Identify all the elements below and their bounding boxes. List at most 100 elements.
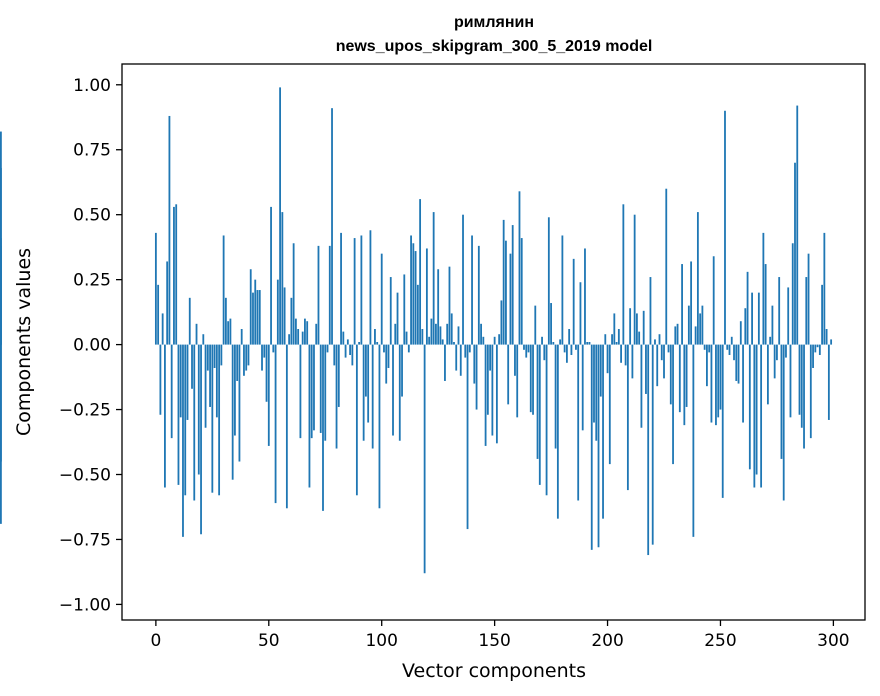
bar-252: [724, 110, 726, 345]
bar-295: [821, 284, 823, 345]
bar-66: [304, 318, 306, 345]
bar-285: [798, 344, 801, 415]
bar-230: [674, 326, 677, 345]
bar-39: [243, 344, 245, 376]
bar-129: [446, 323, 449, 345]
bar-64: [299, 344, 302, 439]
bar-121: [428, 336, 431, 345]
bar-249: [717, 344, 720, 418]
bar-95: [369, 230, 372, 345]
bar-159: [514, 344, 516, 376]
bar-5: [166, 261, 169, 345]
bar-115: [414, 251, 417, 345]
bar-205: [617, 329, 620, 345]
bar-162: [520, 238, 523, 345]
bar-152: [498, 334, 501, 345]
bar-179: [559, 339, 562, 345]
bar-155: [505, 240, 507, 345]
bar-201: [608, 344, 611, 465]
y-tick-label: −0.50: [59, 466, 111, 486]
bar-32: [227, 321, 230, 345]
bar-82: [340, 232, 342, 345]
bar-85: [346, 339, 349, 345]
bar-54: [276, 279, 279, 345]
bar-106: [394, 323, 397, 345]
bar-244: [706, 344, 708, 387]
bar-282: [791, 243, 794, 345]
bar-24: [209, 344, 211, 407]
bar-203: [613, 313, 616, 345]
bars-group: [0, 87, 833, 574]
bar-112: [407, 344, 410, 353]
bar-131: [450, 313, 453, 345]
bar-42: [249, 269, 252, 345]
bar-266: [755, 344, 758, 475]
bar-96: [371, 344, 374, 449]
bar-78: [331, 108, 333, 345]
bar-161: [518, 191, 521, 345]
bar-125: [437, 269, 440, 345]
chart-title: римлянин: [454, 14, 534, 31]
bar-128: [444, 344, 446, 381]
bar-172: [543, 344, 546, 361]
bar-20: [200, 344, 202, 535]
bar-31: [224, 297, 227, 345]
bar-183: [568, 329, 571, 345]
bar-4: [164, 344, 166, 488]
bar-298: [827, 344, 830, 420]
bar-177: [554, 344, 557, 449]
y-tick-label: 0.00: [73, 336, 111, 356]
bar-111: [405, 331, 408, 345]
bar-45: [256, 290, 259, 345]
y-tick-label: 0.75: [73, 141, 111, 161]
bar-65: [301, 331, 304, 345]
bar-81: [337, 344, 340, 407]
bar-237: [690, 261, 693, 345]
bar-62: [294, 318, 297, 345]
bar-113: [410, 235, 412, 345]
bar-226: [665, 188, 668, 345]
bar-18: [195, 323, 198, 345]
bar-158: [511, 225, 514, 345]
bar-174: [547, 217, 550, 345]
bar-133: [455, 344, 458, 371]
bar-264: [751, 292, 753, 345]
bar-33: [229, 318, 232, 345]
bar-180: [561, 235, 564, 345]
bar-63: [297, 329, 300, 345]
bar-281: [789, 344, 792, 418]
bar-120: [425, 248, 428, 345]
bar-119: [423, 344, 426, 574]
bar-253: [726, 344, 729, 350]
bar-104: [389, 277, 392, 345]
bar-143: [477, 245, 480, 345]
bar-165: [527, 344, 530, 353]
bar-79: [333, 344, 336, 366]
bar-247: [712, 256, 715, 345]
bar-192: [588, 342, 591, 345]
bar-236: [687, 305, 690, 345]
bar-220: [651, 344, 654, 545]
bar-157: [509, 253, 512, 345]
bar-176: [552, 342, 555, 345]
y-tick-label: 0.25: [73, 271, 111, 291]
bar-142: [475, 344, 478, 410]
bar-undefined: [0, 167, 2, 345]
bar-53: [274, 344, 277, 504]
bar-251: [721, 344, 724, 498]
bar-209: [626, 344, 629, 491]
bar-156: [507, 344, 510, 405]
x-axis-label: Vector components: [402, 660, 586, 682]
bar-98: [376, 342, 379, 345]
bar-191: [586, 342, 589, 345]
bar-90: [358, 342, 361, 345]
bar-214: [638, 331, 641, 345]
bar-196: [597, 344, 600, 548]
bar-87: [351, 344, 354, 366]
bar-67: [306, 321, 309, 345]
bar-219: [649, 277, 652, 345]
bar-123: [432, 212, 435, 345]
bar-228: [669, 344, 672, 405]
bar-186: [575, 344, 577, 350]
